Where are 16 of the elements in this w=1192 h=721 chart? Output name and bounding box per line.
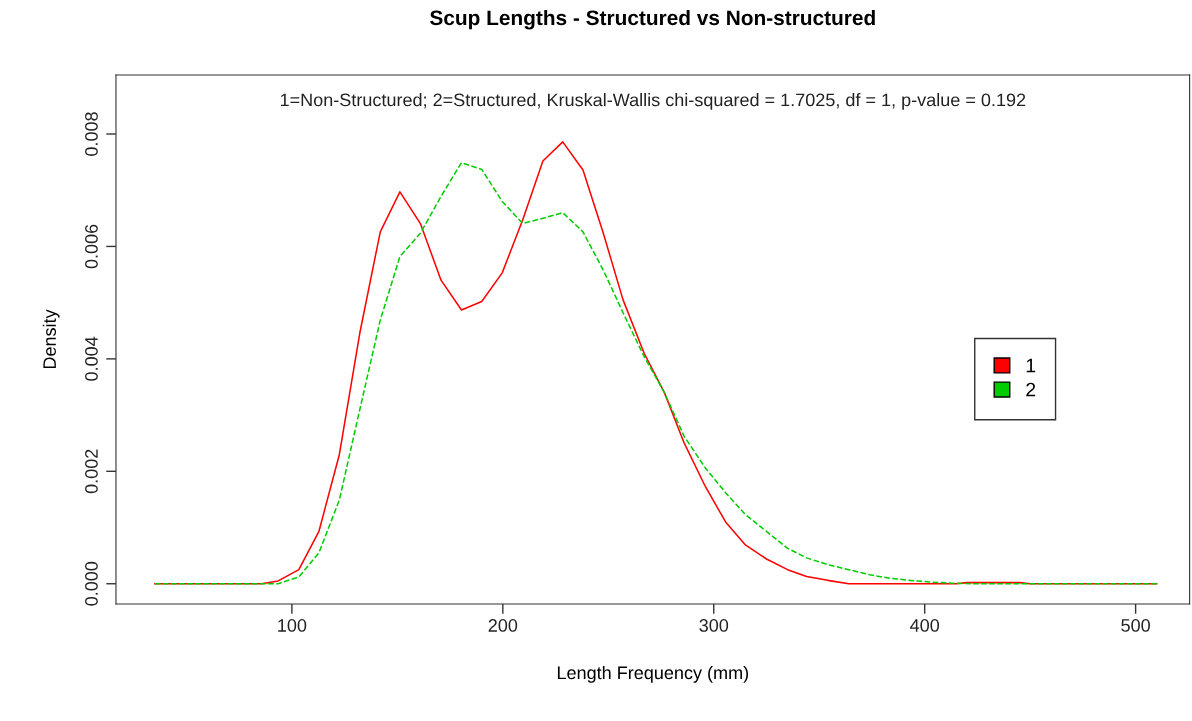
legend-label: 2 (1026, 382, 1036, 397)
x-tick-label: 400 (910, 619, 940, 632)
y-axis-title: Density (42, 309, 60, 369)
x-tick-label: 500 (1121, 619, 1150, 632)
y-tick-label: 0.002 (85, 449, 98, 494)
annotation: 1=Non-Structured; 2=Structured, Kruskal-Wallis chi-squared = 1.7025, df = 1, p-value = 0.192 (280, 93, 1026, 110)
y-tick-label: 0.006 (85, 224, 98, 269)
y-tick-label: 0.004 (85, 336, 98, 381)
chart-title: Scup Lengths - Structured vs Non-structured (430, 9, 875, 30)
x-tick-label: 300 (699, 619, 729, 632)
x-tick-label: 100 (278, 619, 307, 632)
x-tick-label: 200 (488, 619, 518, 632)
y-tick-label: 0.000 (85, 561, 98, 606)
y-tick-label: 0.008 (85, 112, 98, 156)
legend-label: 1 (1026, 358, 1036, 373)
x-axis-title: Length Frequency (mm) (557, 665, 749, 683)
